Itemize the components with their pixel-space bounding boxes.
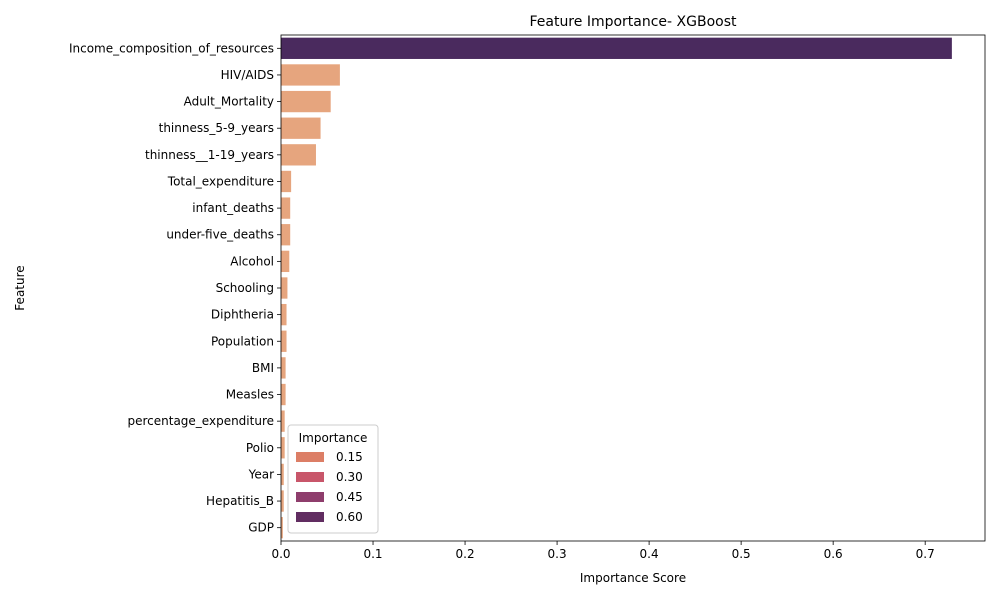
bar-8 <box>281 250 290 273</box>
bar-3 <box>281 117 321 139</box>
y-tick-label: percentage_expenditure <box>127 414 274 428</box>
y-tick-label: infant_deaths <box>192 201 274 215</box>
y-tick-label: BMI <box>252 361 274 375</box>
y-tick-label: Hepatitis_B <box>206 494 274 508</box>
y-tick-label: Population <box>211 334 274 348</box>
bar-13 <box>281 383 286 406</box>
y-tick-label: Year <box>248 467 274 481</box>
bar-6 <box>281 197 291 219</box>
bar-14 <box>281 410 285 432</box>
legend-entries: 0.15 0.30 0.45 0.60 <box>296 450 363 524</box>
bar-17 <box>281 490 284 512</box>
bar-15 <box>281 437 285 459</box>
x-tick-label: 0.1 <box>363 547 382 561</box>
x-tick-label: 0.6 <box>824 547 843 561</box>
y-tick-label: thinness__1-19_years <box>145 148 274 162</box>
bar-7 <box>281 224 291 246</box>
bar-1 <box>281 64 340 86</box>
x-tick-label: 0.3 <box>548 547 567 561</box>
bars-group <box>281 37 952 539</box>
bar-0 <box>281 37 952 59</box>
x-tick-label: 0.2 <box>456 547 475 561</box>
legend-swatch <box>296 492 324 502</box>
legend-swatch <box>296 472 324 482</box>
y-tick-label: GDP <box>248 521 274 535</box>
legend-label: 0.45 <box>336 490 363 504</box>
x-tick-label: 0.7 <box>916 547 935 561</box>
y-tick-label: under-five_deaths <box>166 228 274 242</box>
y-axis-label: Feature <box>13 265 27 310</box>
y-tick-label: Adult_Mortality <box>184 95 274 109</box>
y-tick-label: Diphtheria <box>211 308 274 322</box>
y-axis-ticks: Income_composition_of_resources HIV/AIDS A… <box>69 41 281 535</box>
x-axis-ticks: 0.0 0.1 0.2 0.3 0.4 0.5 0.6 0.7 <box>271 541 935 561</box>
legend: Importance 0.15 0.30 0.45 0.60 <box>287 424 379 534</box>
legend-swatch <box>296 452 324 462</box>
bar-9 <box>281 277 288 299</box>
x-tick-label: 0.0 <box>271 547 290 561</box>
y-tick-label: thinness_5-9_years <box>159 121 274 135</box>
x-tick-label: 0.5 <box>732 547 751 561</box>
y-tick-label: Income_composition_of_resources <box>69 41 274 55</box>
y-tick-label: Measles <box>226 388 274 402</box>
y-tick-label: Alcohol <box>230 254 274 268</box>
y-tick-label: Schooling <box>216 281 274 295</box>
legend-title: Importance <box>299 431 368 445</box>
chart-title: Feature Importance- XGBoost <box>529 14 737 30</box>
x-axis-label: Importance Score <box>580 571 686 585</box>
plot-frame <box>280 34 986 542</box>
bar-4 <box>281 144 316 166</box>
bar-5 <box>281 170 292 193</box>
bar-10 <box>281 303 287 326</box>
y-tick-label: HIV/AIDS <box>221 68 274 82</box>
y-tick-label: Polio <box>246 441 274 455</box>
legend-label: 0.60 <box>336 510 363 524</box>
legend-label: 0.15 <box>336 450 363 464</box>
x-tick-label: 0.4 <box>640 547 659 561</box>
bar-12 <box>281 357 286 379</box>
bar-18 <box>281 517 283 539</box>
y-tick-label: Total_expenditure <box>167 174 274 188</box>
bar-16 <box>281 463 284 486</box>
legend-swatch <box>296 512 324 522</box>
bar-2 <box>281 90 331 113</box>
legend-label: 0.30 <box>336 470 363 484</box>
bar-11 <box>281 330 287 352</box>
